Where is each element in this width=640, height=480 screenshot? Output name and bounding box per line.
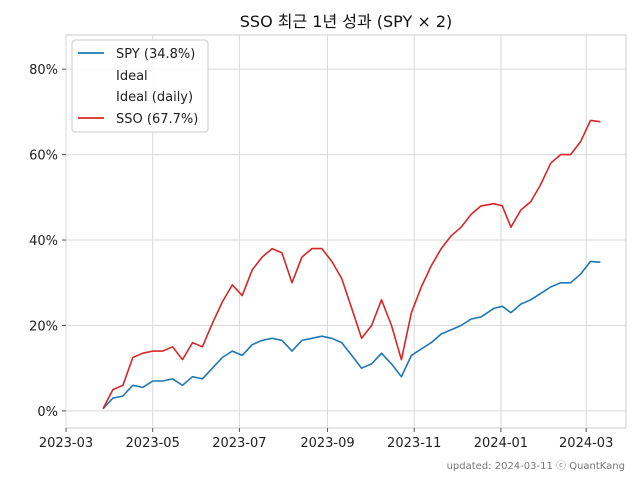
footer-credit: updated: 2024-03-11 ⓒ QuantKang <box>447 460 625 472</box>
y-tick-label: 40% <box>29 234 58 249</box>
chart-title: SSO 최근 1년 성과 (SPY × 2) <box>240 12 453 31</box>
x-tick-label: 2023-09 <box>300 436 354 451</box>
x-tick-label: 2023-11 <box>387 436 441 451</box>
legend-label-spy: SPY (34.8%) <box>116 47 195 62</box>
y-tick-label: 60% <box>29 149 58 164</box>
legend-label-ideal: Ideal <box>116 69 148 84</box>
x-tick-label: 2024-01 <box>474 436 528 451</box>
legend: SPY (34.8%) Ideal Ideal (daily) SSO (67.… <box>71 39 209 133</box>
y-tick-label: 20% <box>29 319 58 334</box>
x-tick-label: 2023-07 <box>212 436 266 451</box>
spy-line <box>102 260 601 410</box>
x-axis-ticks: 2023-03 2023-05 2023-07 2023-09 2023-11 2024-… <box>39 428 613 451</box>
series-layer <box>102 119 601 410</box>
y-tick-label: 0% <box>37 405 58 420</box>
x-tick-label: 2023-03 <box>39 436 93 451</box>
y-axis-ticks: 0% 20% 40% 60% 80% <box>29 63 66 420</box>
sso-line <box>102 119 601 410</box>
y-tick-label: 80% <box>29 63 58 78</box>
legend-box <box>71 39 209 133</box>
x-tick-label: 2024-03 <box>559 436 613 451</box>
legend-label-ideal-daily: Ideal (daily) <box>116 90 193 105</box>
legend-label-sso: SSO (67.7%) <box>116 112 198 127</box>
x-tick-label: 2023-05 <box>126 436 180 451</box>
